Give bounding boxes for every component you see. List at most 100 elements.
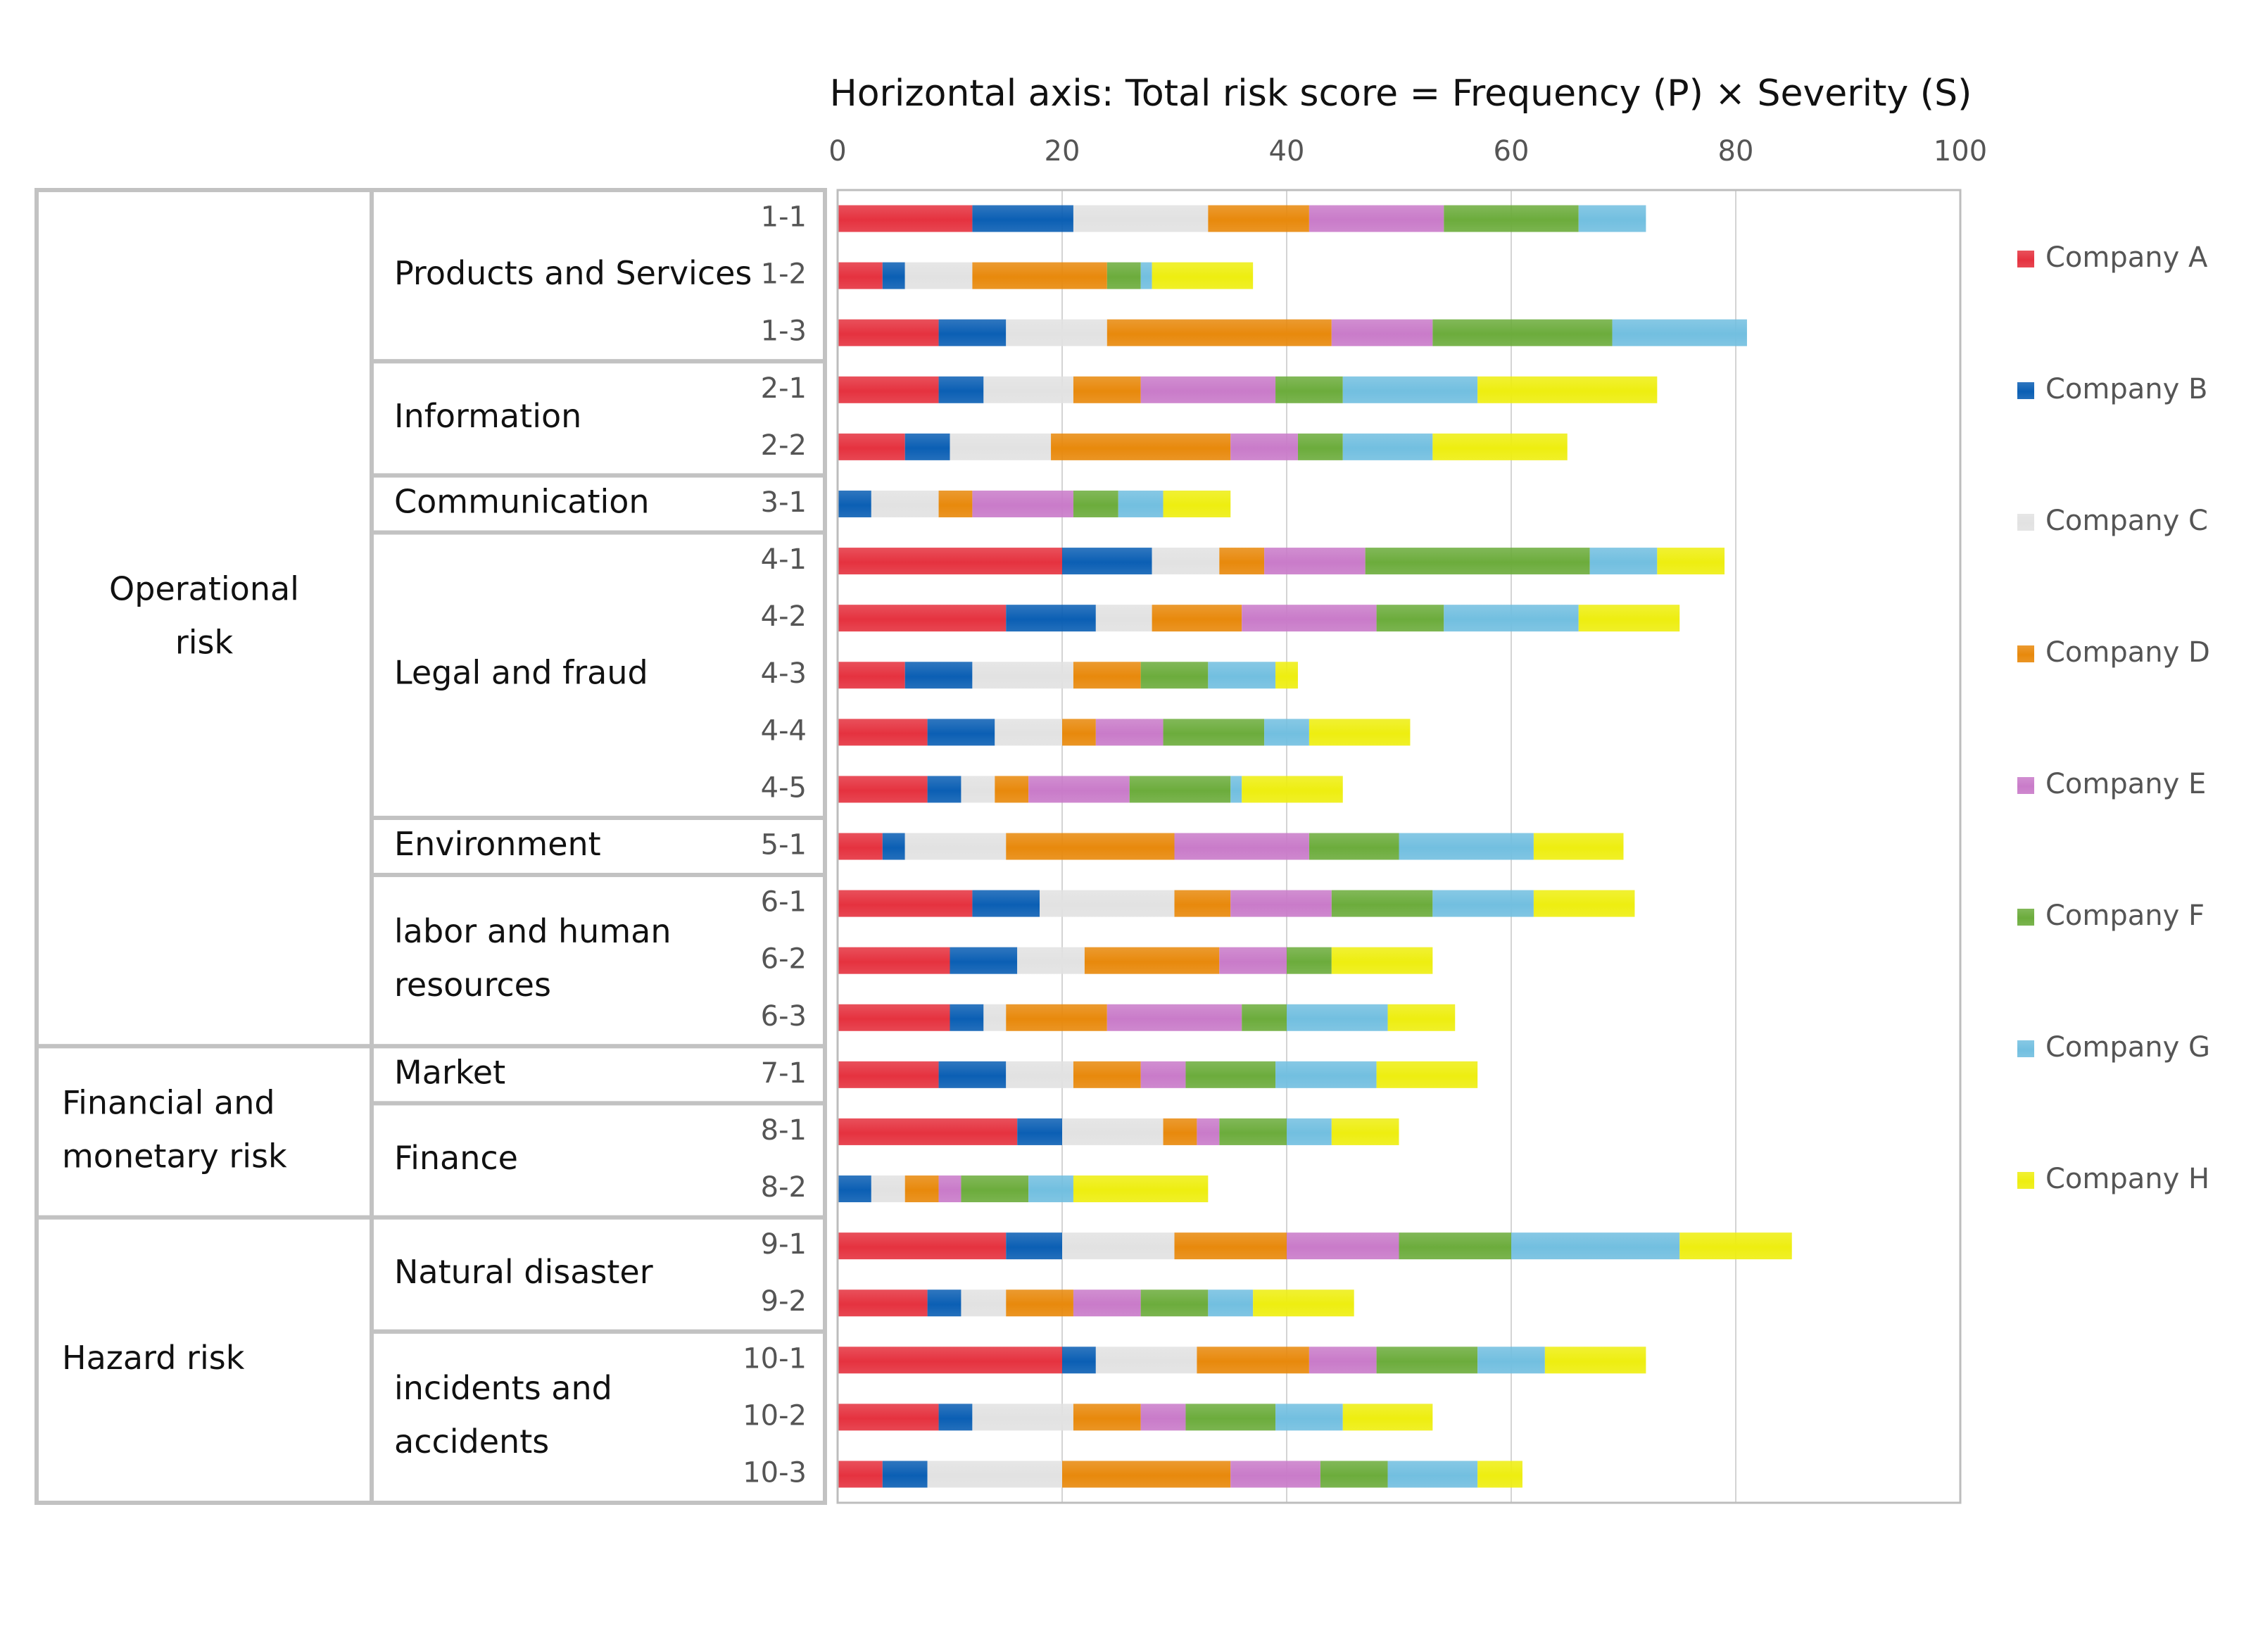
bar-segment xyxy=(1320,1461,1388,1488)
x-tick-label: 80 xyxy=(1718,135,1754,168)
bar-segment xyxy=(838,319,939,346)
bar-segment xyxy=(1342,376,1478,403)
legend: Company A Company B Company C Company D Comp… xyxy=(2017,241,2210,1195)
bar-segment xyxy=(1275,376,1343,403)
bar-segment xyxy=(1578,205,1646,232)
row-code-label: 5-1 xyxy=(761,829,807,862)
bar-segment xyxy=(972,1404,1073,1431)
bar-row-3-1 xyxy=(838,490,1231,517)
bar-segment xyxy=(1387,1461,1478,1488)
bar-segment xyxy=(1444,605,1579,632)
stacked-bars xyxy=(838,205,1792,1488)
bar-segment xyxy=(1399,1232,1511,1260)
bar-row-1-1 xyxy=(838,205,1646,232)
legend-item: Company A xyxy=(2017,241,2208,274)
bar-segment xyxy=(1140,1404,1186,1431)
bar-segment xyxy=(838,1175,871,1203)
bar-row-4-3 xyxy=(838,662,1298,689)
bar-row-2-1 xyxy=(838,376,1658,403)
bar-row-10-3 xyxy=(838,1461,1522,1488)
bar-segment xyxy=(1073,1175,1209,1203)
legend-label: Company E xyxy=(2045,768,2206,800)
bar-segment xyxy=(1006,1232,1062,1260)
bar-segment xyxy=(1287,1004,1388,1031)
bar-segment xyxy=(927,1290,961,1317)
bar-segment xyxy=(1006,605,1096,632)
row-code-label: 10-3 xyxy=(743,1456,807,1489)
bar-segment xyxy=(1073,490,1118,517)
bar-segment xyxy=(1073,205,1209,232)
bar-segment xyxy=(838,605,1007,632)
group-cell xyxy=(34,1044,374,1220)
bar-segment xyxy=(838,548,1062,575)
bar-segment xyxy=(1106,1004,1242,1031)
bar-segment xyxy=(1242,1004,1287,1031)
bar-segment xyxy=(1062,548,1152,575)
bar-segment xyxy=(1006,833,1175,860)
bar-segment xyxy=(1230,433,1298,460)
bar-segment xyxy=(1432,319,1613,346)
subgroup-cell xyxy=(370,1329,827,1505)
bar-segment xyxy=(1432,890,1534,917)
bar-segment xyxy=(1118,490,1164,517)
row-code-label: 4-1 xyxy=(761,543,807,576)
group-label: risk xyxy=(175,624,234,662)
plot-frame xyxy=(836,189,1962,1504)
row-code-label: 6-3 xyxy=(761,1000,807,1033)
plot-border xyxy=(836,189,1962,1504)
bar-segment xyxy=(838,833,883,860)
bar-segment xyxy=(1106,319,1332,346)
bar-segment xyxy=(1477,1347,1545,1374)
bar-segment xyxy=(1140,262,1152,289)
bar-segment xyxy=(1152,262,1254,289)
bar-segment xyxy=(1073,1061,1141,1088)
bar-segment xyxy=(1208,1290,1254,1317)
row-code-label: 1-3 xyxy=(761,315,807,348)
bar-segment xyxy=(1073,376,1141,403)
bar-segment xyxy=(1006,319,1107,346)
bar-segment xyxy=(838,1290,928,1317)
legend-label: Company B xyxy=(2045,373,2207,405)
bar-segment xyxy=(983,376,1073,403)
legend-label: Company D xyxy=(2045,636,2210,669)
bar-segment xyxy=(938,1061,1007,1088)
bar-segment xyxy=(1174,833,1309,860)
bar-segment xyxy=(838,262,883,289)
x-tick-label: 20 xyxy=(1045,135,1080,168)
bar-segment xyxy=(904,1175,939,1203)
bar-segment xyxy=(904,662,973,689)
bar-row-6-2 xyxy=(838,947,1433,974)
subgroup-label: Natural disaster xyxy=(394,1253,653,1291)
bar-segment xyxy=(1219,947,1287,974)
row-code-label: 6-2 xyxy=(761,943,807,976)
group-label: Financial and xyxy=(62,1083,275,1121)
x-tick-label: 100 xyxy=(1934,135,1987,168)
bar-segment xyxy=(1006,1290,1073,1317)
bar-segment xyxy=(838,776,928,803)
bar-segment xyxy=(1219,1118,1287,1145)
subgroup-label: accidents xyxy=(394,1423,549,1461)
bar-segment xyxy=(1163,1118,1197,1145)
bar-segment xyxy=(972,205,1073,232)
bar-segment xyxy=(1264,719,1309,746)
group-cell xyxy=(34,188,374,1049)
bar-segment xyxy=(1140,376,1276,403)
bar-row-6-3 xyxy=(838,1004,1456,1031)
x-axis: 0 20 40 60 80 100 xyxy=(828,135,1987,168)
bar-row-1-3 xyxy=(838,319,1747,346)
bar-row-10-2 xyxy=(838,1404,1433,1431)
bar-segment xyxy=(1051,433,1231,460)
bar-segment xyxy=(1365,548,1590,575)
x-tick-label: 0 xyxy=(828,135,846,168)
bar-row-4-2 xyxy=(838,605,1680,632)
bar-segment xyxy=(838,947,950,974)
x-tick-label: 40 xyxy=(1269,135,1305,168)
bar-segment xyxy=(882,1461,928,1488)
bar-segment xyxy=(1163,719,1265,746)
subgroup-label: labor and human xyxy=(394,912,671,950)
bar-segment xyxy=(838,1347,1062,1374)
bar-segment xyxy=(950,433,1052,460)
legend-swatch xyxy=(2017,514,2034,531)
bar-segment xyxy=(1342,433,1433,460)
legend-label: Company F xyxy=(2045,900,2205,932)
